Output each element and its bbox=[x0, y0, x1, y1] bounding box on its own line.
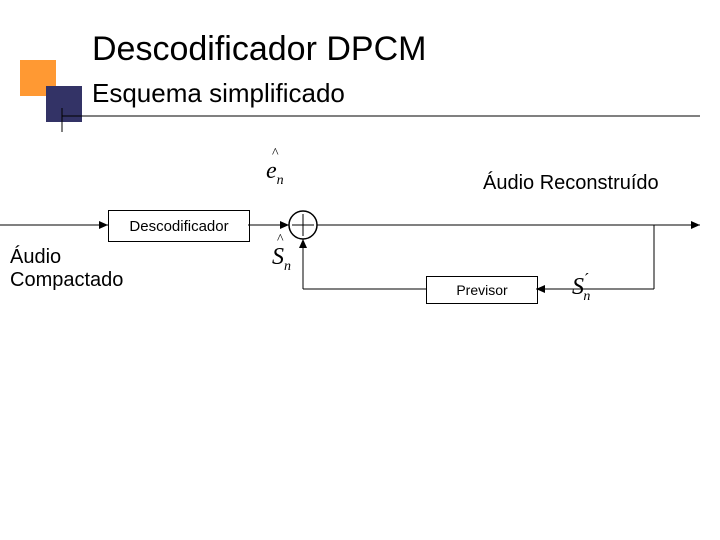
symbol-s-prime: S´n bbox=[572, 274, 590, 305]
symbol-s-hat: ^ Sn bbox=[272, 244, 291, 275]
symbol-e-hat: ^ en bbox=[266, 158, 284, 189]
label-input-line1: Áudio bbox=[10, 246, 61, 268]
label-input: Áudio Compactado bbox=[10, 246, 123, 292]
block-decoder-label: Descodificador bbox=[129, 218, 228, 235]
label-input-line2: Compactado bbox=[10, 269, 123, 291]
block-decoder: Descodificador bbox=[108, 210, 250, 242]
accent-square-navy bbox=[46, 86, 82, 122]
slide: { "title": "Descodificador DPCM", "subti… bbox=[0, 0, 720, 540]
block-predictor: Previsor bbox=[426, 276, 538, 304]
label-output: Áudio Reconstruído bbox=[483, 172, 659, 195]
slide-title: Descodificador DPCM bbox=[92, 30, 426, 69]
block-predictor-label: Previsor bbox=[456, 282, 507, 298]
slide-subtitle: Esquema simplificado bbox=[92, 78, 345, 109]
